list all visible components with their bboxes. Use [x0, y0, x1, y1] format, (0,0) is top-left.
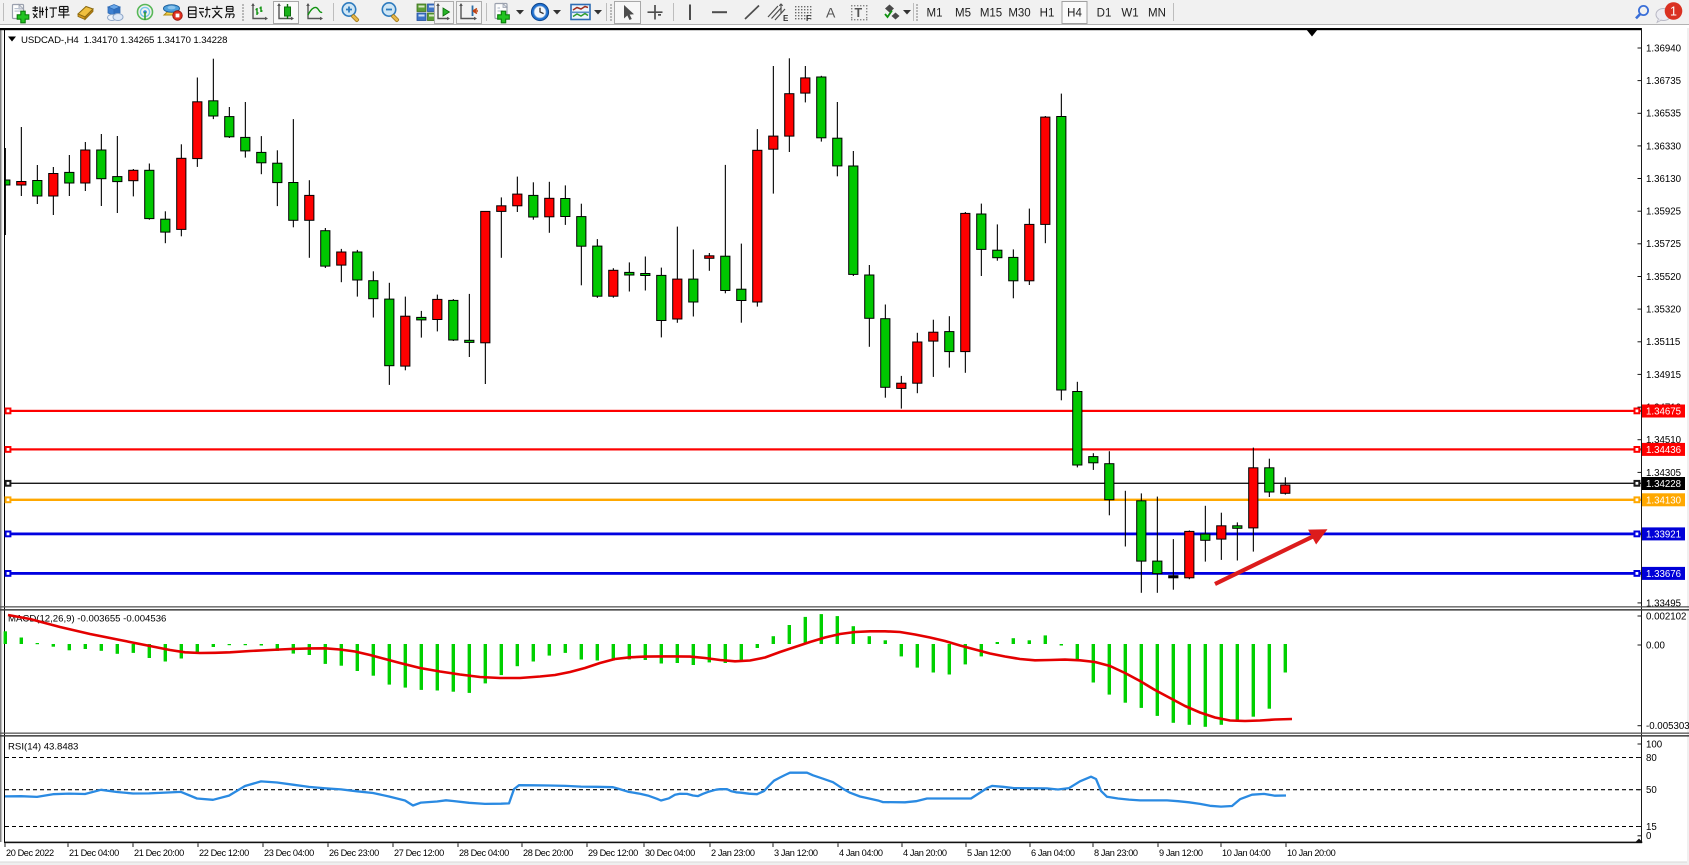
svg-text:26 Dec 23:00: 26 Dec 23:00	[329, 848, 379, 858]
svg-text:1.34915: 1.34915	[1646, 370, 1681, 381]
svg-text:1.33921: 1.33921	[1646, 530, 1681, 541]
svg-text:1.35115: 1.35115	[1646, 337, 1680, 348]
svg-text:23 Dec 04:00: 23 Dec 04:00	[264, 848, 314, 858]
svg-text:28 Dec 20:00: 28 Dec 20:00	[523, 848, 573, 858]
svg-text:1.36535: 1.36535	[1646, 109, 1681, 120]
svg-text:1: 1	[1670, 4, 1677, 18]
svg-text:1.33495: 1.33495	[1646, 598, 1681, 609]
svg-text:H1: H1	[1040, 8, 1055, 20]
svg-text:D1: D1	[1097, 8, 1112, 20]
svg-text:M5: M5	[955, 8, 971, 20]
svg-text:USDCAD-,H4 1.34170 1.34265 1.: USDCAD-,H4 1.34170 1.34265 1.34170 1.342…	[21, 35, 227, 46]
svg-text:4 Jan 20:00: 4 Jan 20:00	[903, 848, 947, 858]
svg-text:2 Jan 23:00: 2 Jan 23:00	[711, 848, 755, 858]
svg-text:1.35520: 1.35520	[1646, 272, 1682, 283]
svg-text:0.00: 0.00	[1646, 640, 1665, 651]
svg-text:1.34510: 1.34510	[1646, 435, 1682, 446]
svg-text:6 Jan 04:00: 6 Jan 04:00	[1031, 848, 1075, 858]
svg-text:50: 50	[1646, 785, 1657, 796]
svg-text:H4: H4	[1067, 8, 1082, 20]
svg-text:1.35925: 1.35925	[1646, 207, 1681, 218]
svg-text:1.36940: 1.36940	[1646, 43, 1682, 54]
svg-text:1.35320: 1.35320	[1646, 305, 1682, 316]
svg-text:1.34305: 1.34305	[1646, 468, 1681, 479]
svg-text:0.002102: 0.002102	[1646, 611, 1686, 622]
svg-text:3 Jan 12:00: 3 Jan 12:00	[774, 848, 818, 858]
svg-text:28 Dec 04:00: 28 Dec 04:00	[459, 848, 509, 858]
svg-text:5 Jan 12:00: 5 Jan 12:00	[967, 848, 1011, 858]
svg-text:MACD(12,26,9) -0.003655 -0.004: MACD(12,26,9) -0.003655 -0.004536	[8, 614, 166, 625]
svg-text:1.34130: 1.34130	[1646, 495, 1682, 506]
svg-text:29 Dec 12:00: 29 Dec 12:00	[588, 848, 638, 858]
svg-text:8 Jan 23:00: 8 Jan 23:00	[1094, 848, 1138, 858]
svg-text:10 Jan 20:00: 10 Jan 20:00	[1287, 848, 1336, 858]
svg-text:21 Dec 04:00: 21 Dec 04:00	[69, 848, 119, 858]
svg-text:9 Jan 12:00: 9 Jan 12:00	[1159, 848, 1203, 858]
svg-text:100: 100	[1646, 739, 1663, 750]
svg-text:A: A	[826, 5, 836, 21]
svg-text:F: F	[806, 14, 811, 23]
svg-text:1.36735: 1.36735	[1646, 76, 1681, 87]
svg-text:15: 15	[1646, 822, 1657, 833]
svg-text:21 Dec 20:00: 21 Dec 20:00	[134, 848, 184, 858]
svg-text:0: 0	[1646, 831, 1652, 842]
svg-text:30 Dec 04:00: 30 Dec 04:00	[645, 848, 695, 858]
svg-text:1.33676: 1.33676	[1646, 569, 1681, 580]
svg-text:T: T	[855, 6, 863, 20]
svg-text:10 Jan 04:00: 10 Jan 04:00	[1222, 848, 1271, 858]
svg-text:22 Dec 12:00: 22 Dec 12:00	[199, 848, 249, 858]
svg-text:RSI(14) 43.8483: RSI(14) 43.8483	[8, 742, 78, 753]
svg-text:1.36330: 1.36330	[1646, 141, 1682, 152]
svg-text:1.34436: 1.34436	[1646, 445, 1681, 456]
svg-text:20 Dec 2022: 20 Dec 2022	[6, 848, 54, 858]
svg-text:27 Dec 12:00: 27 Dec 12:00	[394, 848, 444, 858]
svg-text:M30: M30	[1008, 8, 1030, 20]
svg-text:M15: M15	[980, 8, 1002, 20]
svg-text:4 Jan 04:00: 4 Jan 04:00	[839, 848, 883, 858]
svg-text:W1: W1	[1121, 8, 1138, 20]
svg-text:1.34228: 1.34228	[1646, 479, 1681, 490]
svg-text:E: E	[783, 14, 789, 23]
svg-text:1.34675: 1.34675	[1646, 407, 1681, 418]
svg-text:1.36130: 1.36130	[1646, 174, 1682, 185]
svg-text:80: 80	[1646, 753, 1657, 764]
svg-text:MN: MN	[1148, 8, 1166, 20]
svg-text:M1: M1	[927, 8, 943, 20]
svg-text:-0.005303: -0.005303	[1646, 721, 1689, 732]
svg-text:1.35725: 1.35725	[1646, 239, 1681, 250]
